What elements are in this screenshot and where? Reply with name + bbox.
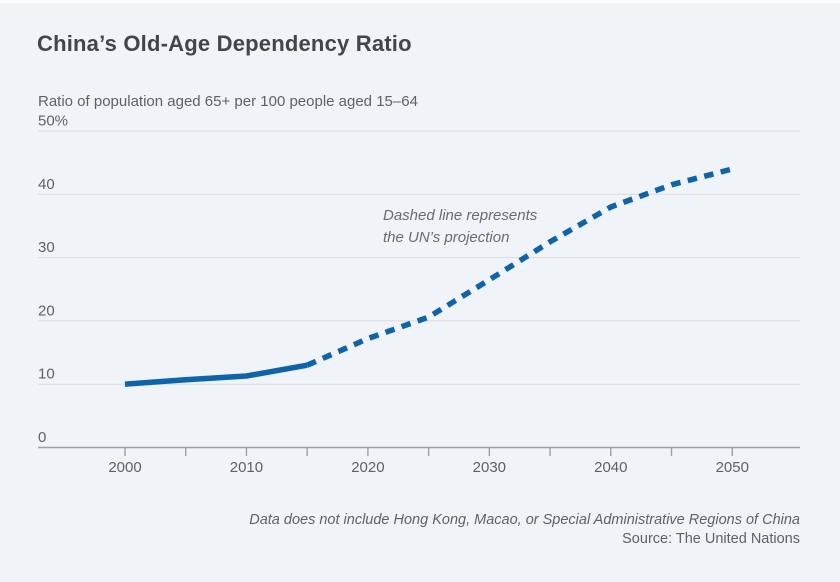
x-tick-label: 2000 (108, 459, 141, 476)
chart-title: China’s Old-Age Dependency Ratio (37, 31, 412, 56)
y-tick-label: 50% (38, 113, 68, 130)
chart-footer: Data does not include Hong Kong, Macao, … (249, 511, 800, 548)
y-tick-label: 30 (38, 239, 55, 256)
annotation-line-1: Dashed line represents (383, 207, 538, 224)
data-line-projection (306, 166, 733, 368)
x-tick-label: 2030 (473, 459, 506, 476)
x-tick-label: 2040 (594, 459, 627, 476)
y-tick-label: 40 (38, 176, 55, 193)
y-tick-label: 0 (38, 429, 46, 446)
footer-source: Source: The United Nations (622, 530, 800, 547)
annotation-line-2: the UN’s projection (383, 229, 509, 246)
x-tick-label: 2050 (716, 459, 749, 476)
y-tick-label: 10 (38, 366, 55, 383)
x-tick-label: 2010 (230, 459, 263, 476)
footer-data-note: Data does not include Hong Kong, Macao, … (249, 512, 800, 528)
data-line-observed (124, 362, 308, 387)
chart-subtitle: Ratio of population aged 65+ per 100 peo… (38, 93, 418, 110)
top-edge-strip (0, 0, 840, 3)
x-tick-label: 2020 (351, 459, 384, 476)
y-tick-label: 20 (38, 302, 55, 319)
